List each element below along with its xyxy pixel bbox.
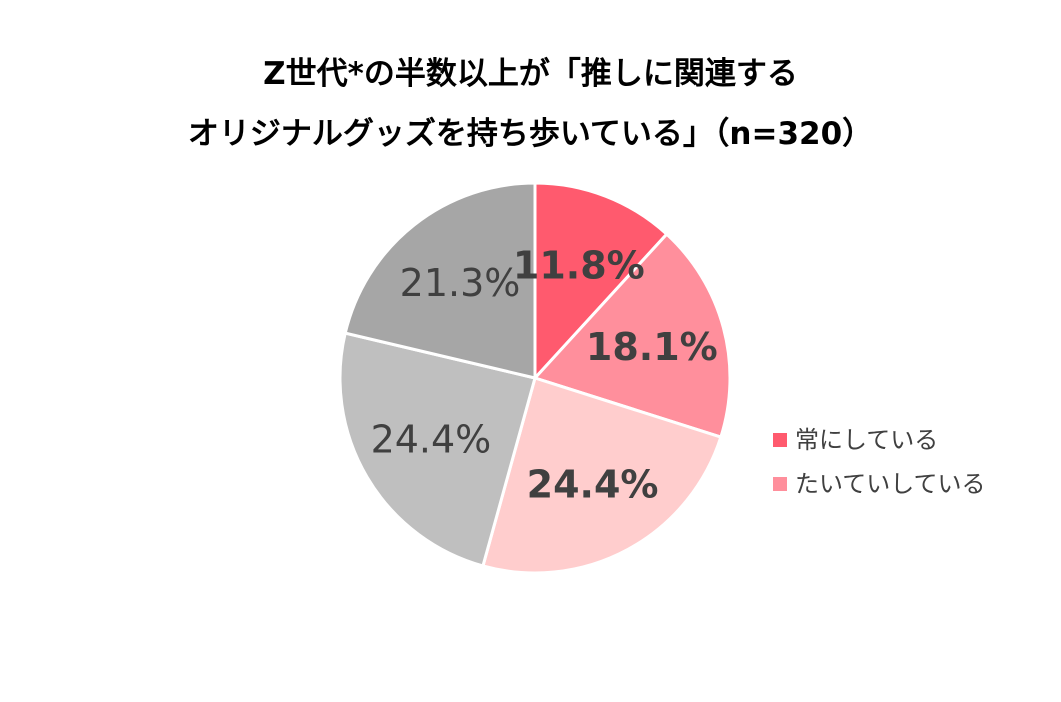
pie-slice-label-3: 24.4% xyxy=(527,462,659,506)
pie-slice-3 xyxy=(481,376,723,575)
pie-slice-label-5: 21.3% xyxy=(400,261,521,305)
legend-label-2: たいていしている xyxy=(795,470,986,498)
pie-slice-4 xyxy=(338,331,537,568)
legend-label-1: 常にしている xyxy=(795,426,938,454)
chart-title-line-2: オリジナルグッズを持ち歩いている」（n=320） xyxy=(187,116,874,152)
pie-data-labels: 11.8% 18.1% 24.4% 24.4% 21.3% xyxy=(371,243,718,506)
legend-swatch-2 xyxy=(773,477,787,491)
pie-slice-label-2: 18.1% xyxy=(586,325,718,369)
pie-slice-2 xyxy=(532,232,732,439)
pie-slice-1 xyxy=(533,181,669,382)
pie-slice-label-1: 11.8% xyxy=(513,243,645,287)
chart-title-line-1: Z世代*の半数以上が「推しに関連する xyxy=(263,56,798,92)
legend-swatch-1 xyxy=(773,433,787,447)
pie-slice-label-4: 24.4% xyxy=(371,418,492,462)
pie-slices xyxy=(338,181,732,575)
pie-slice-5 xyxy=(343,181,537,380)
